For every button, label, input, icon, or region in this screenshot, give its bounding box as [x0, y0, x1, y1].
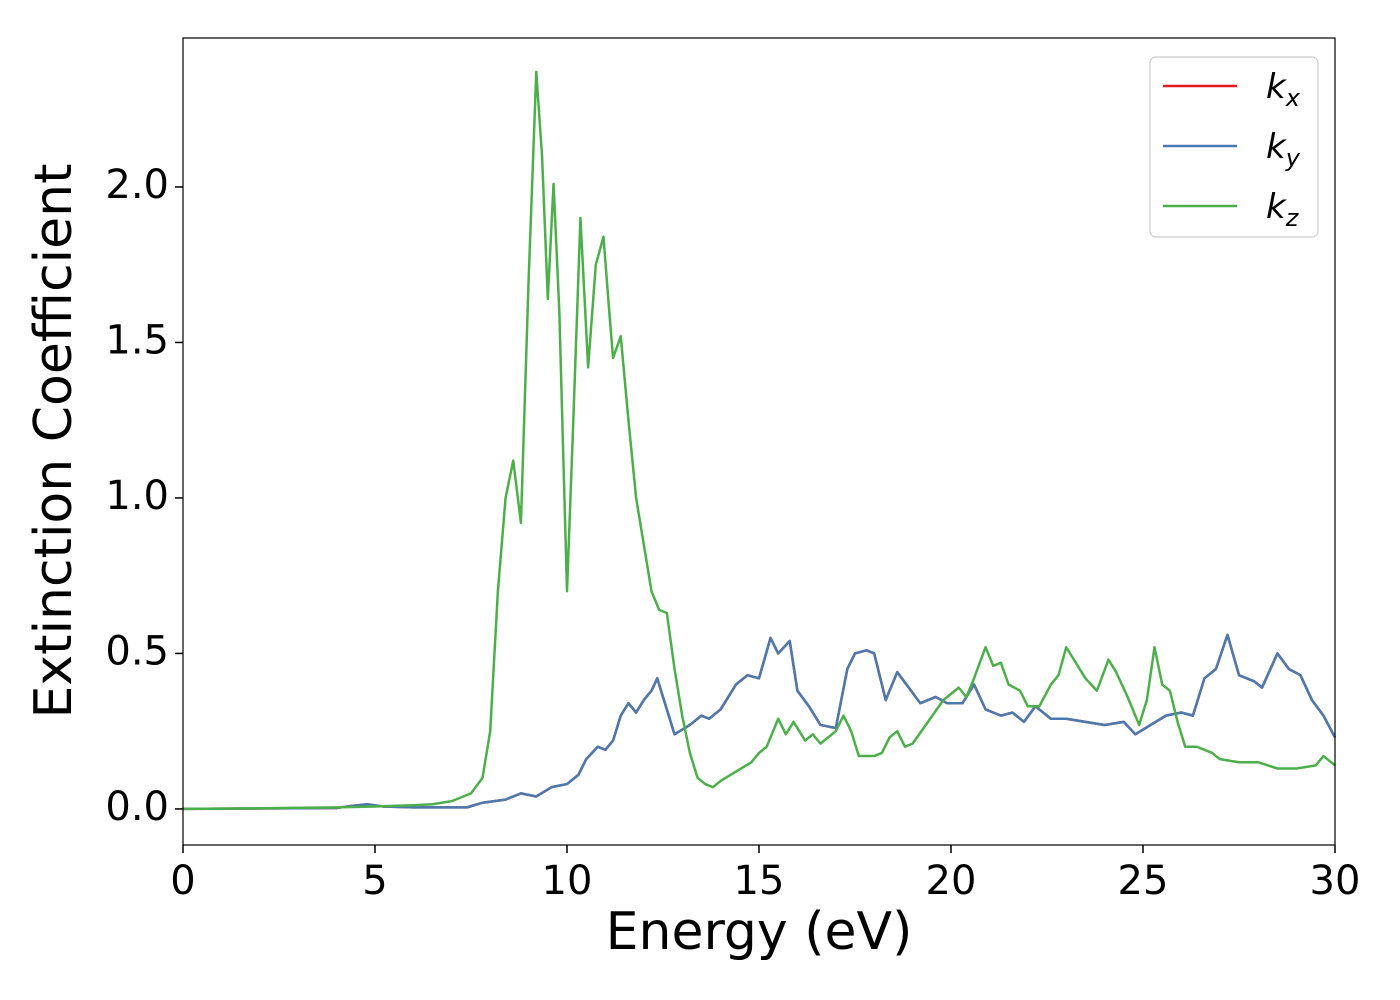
x-tick-label: 15 [734, 858, 785, 904]
series-line [182, 633, 1337, 811]
plot-frame [182, 37, 1336, 846]
y-tick-label: 0.5 [105, 628, 169, 674]
x-axis-label: Energy (eV) [606, 902, 913, 962]
legend-label: kz [1266, 187, 1300, 232]
x-tick-label: 20 [926, 858, 977, 904]
x-tick-label: 30 [1310, 858, 1361, 904]
y-axis-label: Extinction Coefficient [24, 164, 84, 719]
y-tick-label: 1.0 [105, 473, 169, 519]
series-line [182, 70, 1336, 811]
x-tick-label: 10 [542, 858, 593, 904]
x-tick-label: 5 [362, 858, 387, 904]
y-tick-label: 1.5 [105, 317, 169, 363]
x-tick-label: 25 [1118, 858, 1169, 904]
legend-label: ky [1266, 127, 1301, 172]
y-tick-label: 0.0 [105, 784, 169, 830]
legend-label: kx [1266, 67, 1301, 112]
series-line [182, 633, 1337, 811]
x-tick-label: 0 [170, 858, 195, 904]
y-tick-label: 2.0 [105, 162, 169, 208]
